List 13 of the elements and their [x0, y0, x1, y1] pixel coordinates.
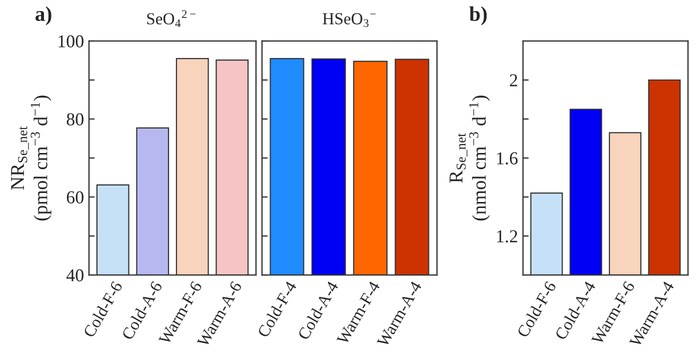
y-tick-label: 2 — [510, 74, 518, 86]
chart-title: SeO$_{4}$$^{2−}$ — [147, 10, 196, 28]
y-axis-title: NR$_{Se_net}$ (pmol cm$^{−3}$ d$^{−1}$) — [11, 96, 52, 220]
y-axis-title: R$_{Se_net}$ (nmol cm$^{−3}$ d$^{−1}$) — [450, 96, 490, 220]
y-tick-label: 40 — [66, 269, 84, 282]
y-tick-label: 80 — [66, 113, 84, 126]
text: b) — [469, 6, 487, 26]
chart-title: HSeO$_{3}$$^{−}$ — [322, 13, 376, 28]
text: a) — [36, 6, 52, 26]
y-tick-label: 1.6 — [497, 152, 518, 165]
y-tick-label: 60 — [66, 191, 84, 204]
y-tick-label: 100 — [58, 35, 84, 48]
y-tick-label: 1.2 — [497, 230, 518, 243]
